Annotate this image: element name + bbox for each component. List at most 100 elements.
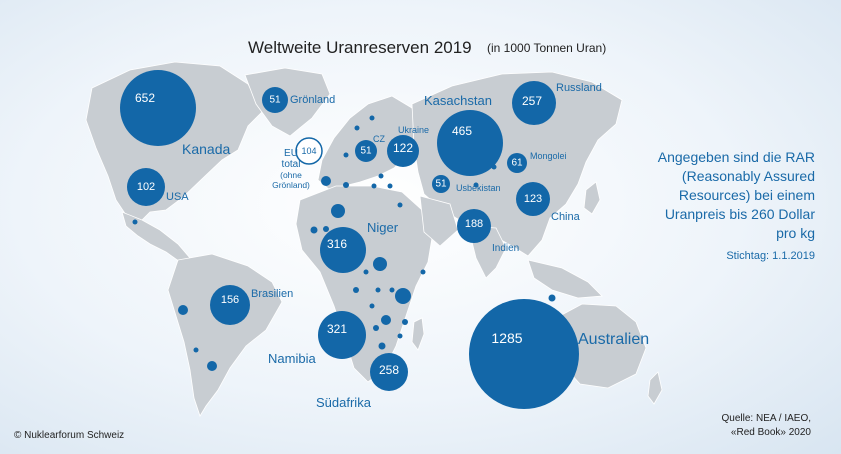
dot xyxy=(378,342,386,350)
dot xyxy=(343,182,349,188)
value-ukraine: 122 xyxy=(392,141,414,155)
eu-label-line2: total xyxy=(281,159,301,170)
value-kasachstan: 465 xyxy=(451,124,473,138)
landmass-southeast-asia xyxy=(527,259,603,299)
label-namibia: Namibia xyxy=(268,351,316,366)
label-china: China xyxy=(551,211,580,223)
label-mongolei: Mongolei xyxy=(530,151,567,161)
label-ukraine: Ukraine xyxy=(398,125,430,135)
label-niger: Niger xyxy=(367,220,399,235)
label-usa: USA xyxy=(166,191,189,203)
dot xyxy=(402,319,408,325)
dot xyxy=(331,204,345,218)
copyright: © Nuklearforum Schweiz xyxy=(14,430,125,441)
value-suedafrika: 258 xyxy=(378,363,400,377)
eu-label-line4: Grönland) xyxy=(272,180,310,190)
bubble-niger xyxy=(320,227,366,273)
landmass-madagascar xyxy=(411,317,425,351)
dot xyxy=(473,182,479,188)
value-eu: 104 xyxy=(301,146,317,156)
value-niger: 316 xyxy=(326,237,348,251)
bubble-brasilien xyxy=(210,285,250,325)
value-groenland: 51 xyxy=(269,94,281,106)
dot xyxy=(387,183,393,189)
label-indien: Indien xyxy=(492,243,520,254)
bubble-namibia xyxy=(318,311,366,359)
landmass-japan xyxy=(583,181,601,215)
source-note: Quelle: NEA / IAEO, «Red Book» 2020 xyxy=(722,412,811,440)
bubble-kasachstan xyxy=(437,110,503,176)
bubble-usbekistan xyxy=(432,175,450,193)
bubble-china xyxy=(516,182,550,216)
label-groenland: Grönland xyxy=(290,94,336,106)
bubble-ukraine xyxy=(387,135,419,167)
bubble-cz xyxy=(355,140,377,162)
label-brasilien: Brasilien xyxy=(251,288,294,300)
landmass-central-america xyxy=(121,211,191,263)
dot xyxy=(371,183,377,189)
value-cz: 51 xyxy=(360,145,372,157)
map-title: Weltweite Uranreserven 2019 xyxy=(248,38,472,57)
bubble-australien xyxy=(469,299,579,409)
dot xyxy=(378,173,384,179)
bubble-groenland xyxy=(262,87,288,113)
label-eu: EU total (ohne Grönland) xyxy=(268,148,314,190)
dot xyxy=(381,315,391,325)
value-usa: 102 xyxy=(136,181,156,193)
label-australien: Australien xyxy=(578,331,650,348)
bubble-usa xyxy=(127,168,165,206)
bubble-suedafrika xyxy=(370,353,408,391)
value-namibia: 321 xyxy=(326,322,348,336)
label-russland: Russland xyxy=(556,82,602,94)
dot xyxy=(353,287,359,293)
label-cz: CZ xyxy=(373,134,385,144)
bubble-mongolei xyxy=(507,153,527,173)
dot xyxy=(343,152,349,158)
dot xyxy=(321,176,331,186)
label-kasachstan: Kasachstan xyxy=(424,93,492,108)
bubble-kanada xyxy=(120,70,196,146)
dot xyxy=(397,202,403,208)
value-usbekistan: 51 xyxy=(435,178,447,190)
dot xyxy=(373,257,387,271)
dot xyxy=(363,269,369,275)
bubble-indien xyxy=(457,209,491,243)
dot xyxy=(178,305,188,315)
eu-bubble xyxy=(295,137,323,165)
dot xyxy=(397,333,403,339)
landmass-south-america xyxy=(167,253,283,417)
value-australien: 1285 xyxy=(491,330,523,346)
dot xyxy=(420,269,426,275)
dot xyxy=(389,287,395,293)
eu-label-line3: (ohne xyxy=(280,170,302,180)
value-china: 123 xyxy=(523,193,543,205)
bubble-russland xyxy=(512,81,556,125)
label-suedafrika: Südafrika xyxy=(316,395,371,410)
value-russland: 257 xyxy=(521,94,543,108)
dot xyxy=(193,347,199,353)
value-mongolei: 61 xyxy=(511,157,523,169)
dot xyxy=(132,219,138,225)
label-usbekistan: Usbekistan xyxy=(456,183,501,193)
map-title-unit: (in 1000 Tonnen Uran) xyxy=(487,41,607,55)
dot xyxy=(548,294,556,302)
label-kanada: Kanada xyxy=(182,141,231,157)
value-brasilien: 156 xyxy=(220,294,240,306)
reference-date: Stichtag: 1.1.2019 xyxy=(726,250,815,262)
landmass-arabia xyxy=(419,195,459,247)
dot xyxy=(373,325,379,331)
dot xyxy=(369,303,375,309)
dot xyxy=(395,288,411,304)
value-kanada: 652 xyxy=(134,91,156,105)
dot xyxy=(491,164,497,170)
dot xyxy=(207,361,217,371)
source-line2: «Red Book» 2020 xyxy=(730,427,811,438)
dot xyxy=(354,125,360,131)
source-line1: Quelle: NEA / IAEO, xyxy=(721,413,811,424)
rar-note: Angegeben sind die RAR (Reasonably Assur… xyxy=(657,149,815,241)
dot xyxy=(369,115,375,121)
landmass-new-zealand xyxy=(647,371,663,405)
dot xyxy=(323,226,329,232)
